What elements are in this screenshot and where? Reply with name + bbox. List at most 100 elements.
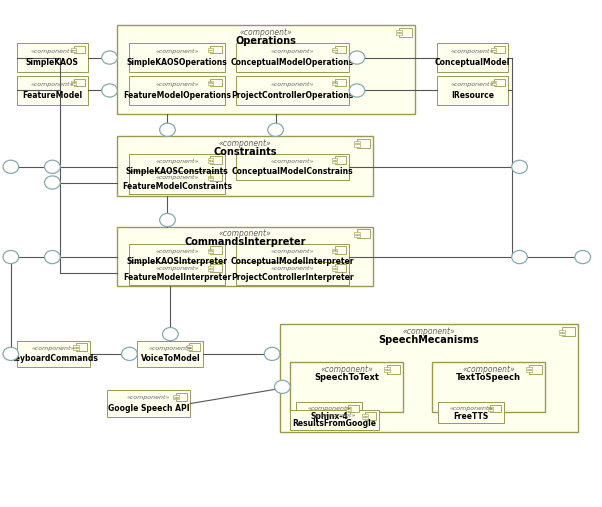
Bar: [396, 30, 402, 32]
FancyBboxPatch shape: [17, 43, 88, 72]
Bar: [210, 246, 222, 254]
Circle shape: [102, 84, 117, 97]
Bar: [332, 248, 338, 250]
Text: Sphinx-4: Sphinx-4: [311, 412, 348, 421]
Bar: [208, 83, 213, 85]
Bar: [491, 48, 497, 50]
Bar: [357, 139, 370, 148]
Text: CommandsInterpreter: CommandsInterpreter: [185, 237, 306, 247]
FancyBboxPatch shape: [129, 262, 225, 285]
Bar: [348, 405, 359, 412]
FancyBboxPatch shape: [236, 244, 349, 270]
Bar: [335, 79, 346, 86]
Text: «component»: «component»: [320, 365, 373, 374]
FancyBboxPatch shape: [438, 402, 504, 423]
FancyBboxPatch shape: [437, 43, 508, 72]
Bar: [210, 46, 222, 53]
Bar: [559, 333, 565, 335]
FancyBboxPatch shape: [290, 362, 403, 412]
Bar: [208, 178, 213, 180]
Text: «component»: «component»: [155, 159, 199, 163]
Bar: [490, 405, 501, 412]
Bar: [365, 412, 376, 420]
Text: «component»: «component»: [155, 249, 199, 254]
Bar: [71, 48, 76, 50]
Text: «component»: «component»: [271, 159, 314, 163]
Text: «component»: «component»: [271, 266, 314, 271]
Circle shape: [3, 347, 19, 360]
Bar: [208, 48, 213, 50]
Bar: [176, 393, 187, 401]
Bar: [346, 407, 351, 409]
Circle shape: [512, 160, 527, 173]
Text: SimpleKAOSConstraints: SimpleKAOSConstraints: [126, 167, 228, 176]
Text: KeyboardCommands: KeyboardCommands: [9, 354, 98, 363]
Text: «component»: «component»: [155, 175, 199, 180]
Text: «component»: «component»: [462, 365, 515, 374]
FancyBboxPatch shape: [236, 262, 349, 285]
Text: «component»: «component»: [271, 249, 314, 254]
Bar: [210, 79, 222, 86]
FancyBboxPatch shape: [117, 25, 415, 114]
Bar: [488, 409, 493, 411]
Circle shape: [45, 250, 60, 264]
Bar: [488, 407, 493, 409]
Bar: [491, 83, 497, 85]
Text: «component»: «component»: [155, 82, 199, 87]
Bar: [73, 79, 85, 86]
Text: SpeechMecanisms: SpeechMecanisms: [379, 335, 479, 345]
Bar: [332, 48, 338, 50]
Text: SimpleKAOSOperations: SimpleKAOSOperations: [126, 58, 228, 67]
Bar: [208, 161, 213, 163]
FancyBboxPatch shape: [236, 154, 349, 180]
Text: «component»: «component»: [403, 327, 455, 336]
Text: «component»: «component»: [313, 413, 356, 418]
Circle shape: [264, 347, 280, 360]
Text: FeatureModelConstraints: FeatureModelConstraints: [122, 182, 232, 191]
Bar: [208, 81, 213, 83]
Bar: [335, 246, 346, 254]
Bar: [362, 414, 368, 416]
Bar: [71, 50, 76, 52]
Bar: [332, 269, 338, 271]
Text: VoiceToModel: VoiceToModel: [140, 354, 200, 363]
Bar: [332, 158, 338, 160]
FancyBboxPatch shape: [107, 390, 190, 417]
Text: ProjectControllerInterpreter: ProjectControllerInterpreter: [231, 273, 354, 282]
FancyBboxPatch shape: [129, 43, 225, 72]
Bar: [354, 232, 360, 234]
Circle shape: [45, 160, 60, 173]
Bar: [494, 46, 505, 53]
Bar: [210, 156, 222, 164]
Circle shape: [575, 250, 591, 264]
Bar: [559, 330, 565, 332]
Bar: [332, 266, 338, 268]
Text: IResource: IResource: [451, 91, 494, 100]
FancyBboxPatch shape: [437, 76, 508, 105]
Bar: [208, 266, 213, 268]
Text: «component»: «component»: [271, 82, 314, 87]
Bar: [362, 417, 368, 419]
Circle shape: [3, 160, 19, 173]
Text: SimpleKAOS: SimpleKAOS: [26, 58, 79, 67]
Bar: [354, 141, 360, 143]
Bar: [335, 156, 346, 164]
Text: «component»: «component»: [149, 346, 192, 350]
Bar: [208, 251, 213, 253]
Text: ProjectControllerOperations: ProjectControllerOperations: [231, 91, 354, 100]
Text: «component»: «component»: [31, 49, 74, 54]
Circle shape: [102, 51, 117, 64]
Text: Constraints: Constraints: [214, 147, 277, 157]
Circle shape: [163, 328, 178, 341]
Text: «component»: «component»: [127, 395, 170, 400]
Text: «component»: «component»: [155, 49, 199, 54]
Bar: [346, 409, 351, 411]
Bar: [354, 144, 360, 147]
Text: SimpleKAOSInterpreter: SimpleKAOSInterpreter: [126, 257, 228, 266]
Text: «component»: «component»: [450, 406, 493, 411]
Bar: [526, 367, 532, 369]
Text: «component»: «component»: [155, 266, 199, 271]
Bar: [173, 395, 179, 397]
Bar: [208, 175, 213, 177]
Text: «component»: «component»: [219, 229, 272, 238]
